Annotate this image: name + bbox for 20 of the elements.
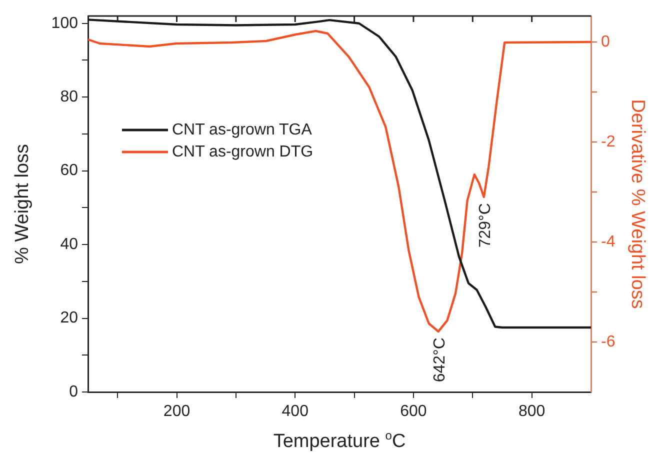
y-tick-label: 20 bbox=[60, 310, 78, 327]
y-tick-label: 40 bbox=[60, 236, 78, 253]
y2-axis-title: Derivative % Weight loss bbox=[627, 99, 648, 309]
x-tick-label: 600 bbox=[400, 403, 427, 420]
annotation: 729°C bbox=[476, 203, 494, 248]
x-tick-label: 200 bbox=[163, 403, 190, 420]
legend-label: CNT as-grown TGA bbox=[172, 121, 312, 138]
x-tick-label: 800 bbox=[518, 403, 546, 420]
y-tick-label: 80 bbox=[60, 88, 78, 106]
y-tick-label: 0 bbox=[69, 383, 78, 400]
y2-tick-label: 0 bbox=[601, 33, 610, 50]
y-tick-label: 60 bbox=[60, 162, 78, 180]
annotation: 642°C bbox=[431, 338, 448, 382]
y2-tick-label: -6 bbox=[601, 333, 616, 350]
y2-tick-label: -4 bbox=[601, 233, 616, 250]
x-tick-label: 400 bbox=[282, 403, 309, 420]
y-axis-title: % Weight loss bbox=[12, 144, 33, 264]
y2-tick-label: -2 bbox=[601, 133, 616, 150]
legend-label: CNT as-grown DTG bbox=[172, 143, 314, 160]
y-tick-label: 100 bbox=[51, 14, 78, 32]
